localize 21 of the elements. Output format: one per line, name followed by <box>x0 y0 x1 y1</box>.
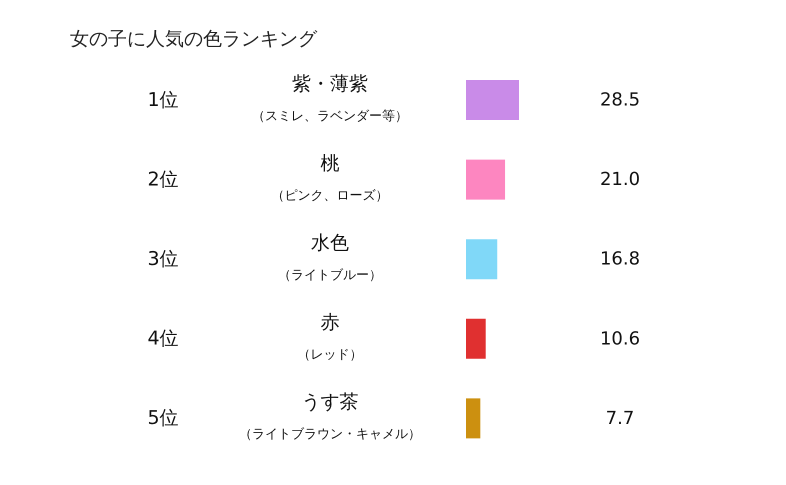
data-label: 16.8 <box>600 248 640 270</box>
data-label: 21.0 <box>600 169 640 190</box>
bar <box>466 398 480 438</box>
y-tick-label: 桃（ピンク、ローズ） <box>272 152 388 204</box>
text: 4位 <box>147 328 179 350</box>
bar <box>466 80 519 120</box>
bar <box>466 318 486 359</box>
text: 5位 <box>147 407 179 430</box>
data-label: 28.5 <box>600 90 640 110</box>
bar <box>466 160 506 200</box>
y-tick-label: うす茶（ライトブラウン・キャメル） <box>239 391 421 442</box>
text: 女の子に人気の色ランキング <box>70 27 317 52</box>
text: 2位 <box>147 168 179 190</box>
data-label: 7.7 <box>606 408 634 429</box>
bar <box>466 239 498 280</box>
y-tick-label: 赤（レッド） <box>298 312 362 363</box>
text: 3位 <box>147 248 179 270</box>
y-tick-label: 紫・薄紫（スミレ、ラベンダー等） <box>252 72 408 124</box>
text: 1位 <box>147 88 179 111</box>
data-label: 10.6 <box>600 328 640 350</box>
y-tick-label: 水色（ライトブルー） <box>278 232 382 283</box>
